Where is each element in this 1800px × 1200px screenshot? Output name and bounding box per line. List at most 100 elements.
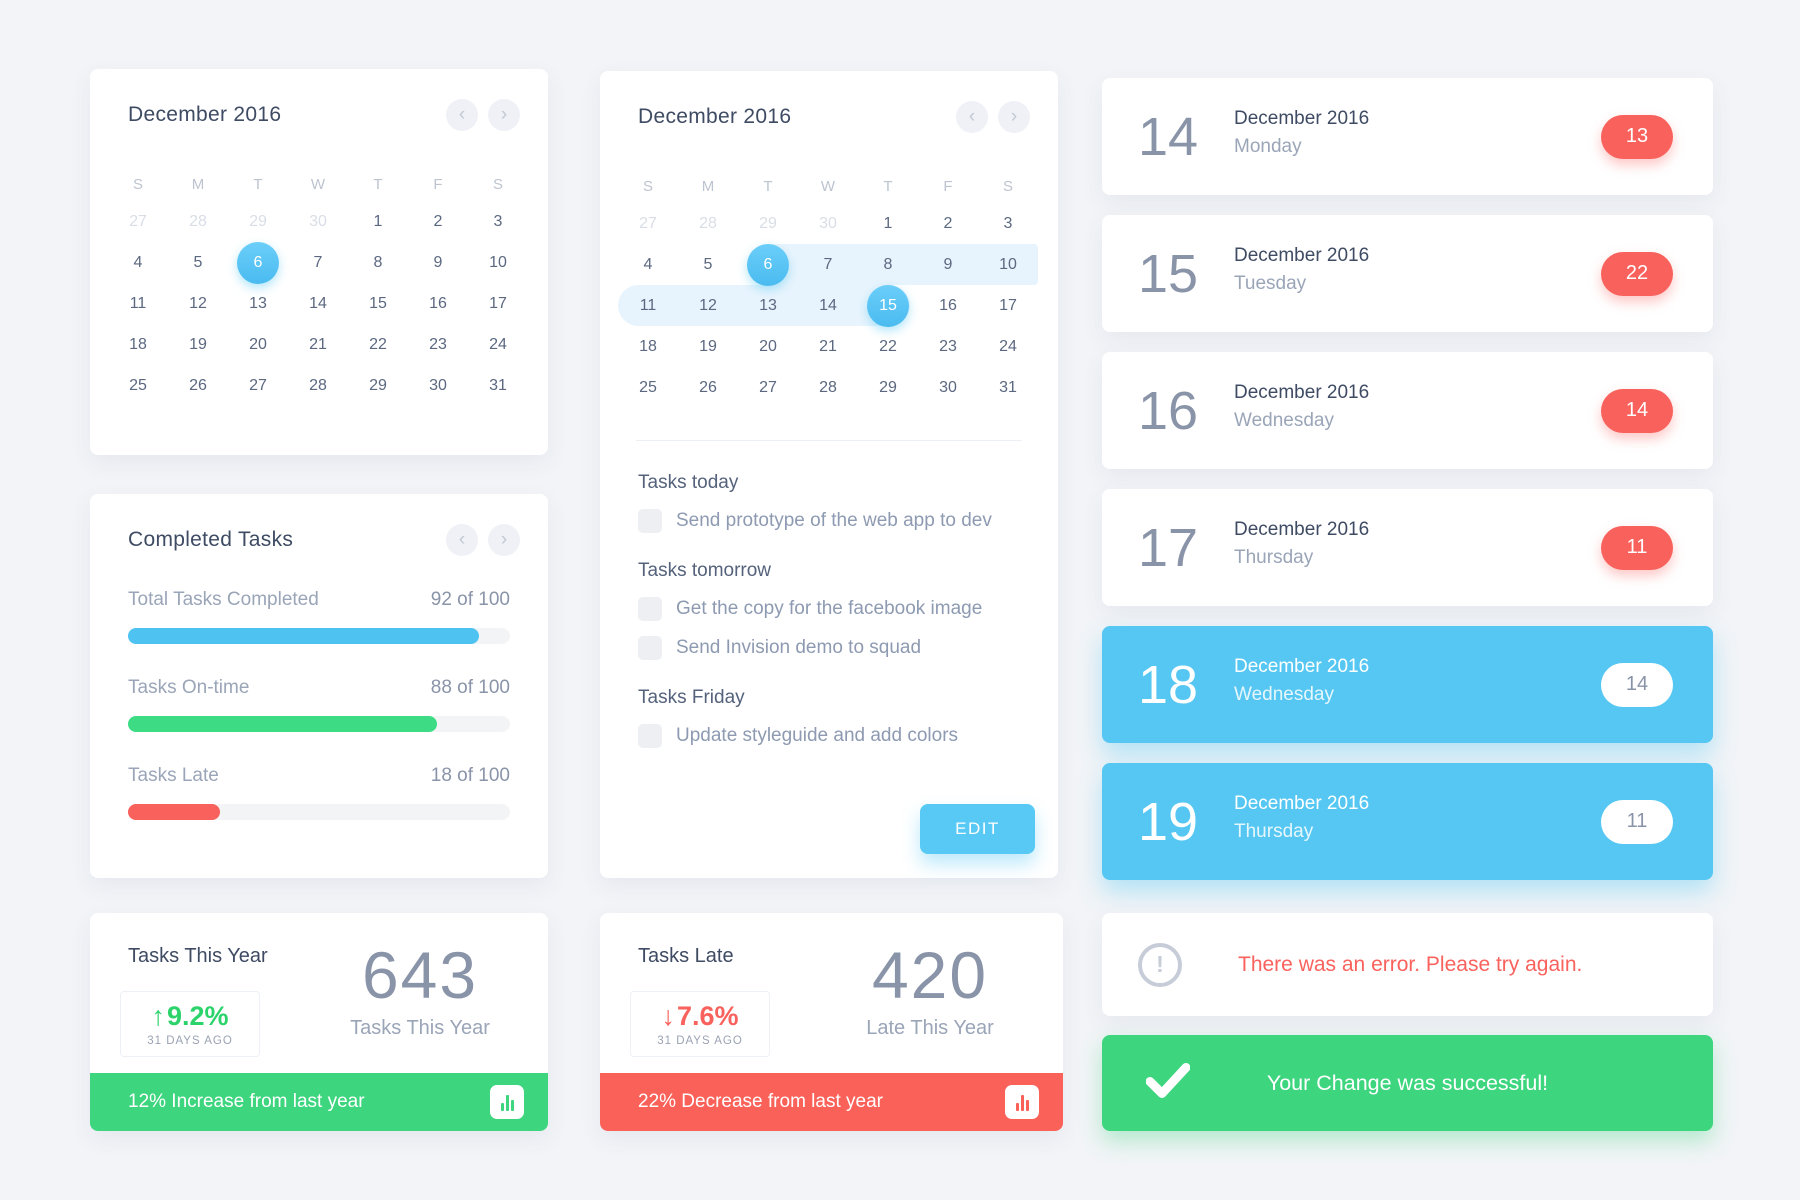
calendar-day[interactable]: 31 bbox=[489, 376, 507, 394]
calendar-day[interactable]: 17 bbox=[999, 296, 1017, 314]
calendar-day[interactable]: 21 bbox=[819, 337, 837, 355]
calendar-day[interactable]: 23 bbox=[939, 337, 957, 355]
calendar-day[interactable]: 31 bbox=[999, 378, 1017, 396]
calendar-day[interactable]: 27 bbox=[639, 214, 657, 232]
calendar-day[interactable]: 23 bbox=[429, 335, 447, 353]
task-checkbox[interactable] bbox=[638, 724, 662, 748]
calendar-day[interactable]: 27 bbox=[129, 212, 147, 230]
prev-button[interactable]: ‹ bbox=[446, 524, 478, 556]
calendar-day[interactable]: 8 bbox=[373, 253, 383, 271]
progress-value: 18 of 100 bbox=[430, 765, 510, 786]
delta-ago: 31 DAYS AGO bbox=[147, 1035, 233, 1047]
error-alert: ! There was an error. Please try again. bbox=[1102, 913, 1713, 1016]
weekday-header: T bbox=[373, 176, 383, 193]
completed-tasks-title: Completed Tasks bbox=[128, 528, 294, 551]
delta-percent: 7.6% bbox=[676, 1001, 739, 1031]
calendar-day[interactable]: 25 bbox=[639, 378, 657, 396]
calendar-day[interactable]: 13 bbox=[759, 296, 777, 314]
calendar-day[interactable]: 28 bbox=[309, 376, 327, 394]
delta-box: ↓ 7.6% 31 DAYS AGO bbox=[630, 991, 770, 1057]
next-button[interactable]: › bbox=[488, 524, 520, 556]
calendar-day[interactable]: 12 bbox=[699, 296, 717, 314]
calendar-day[interactable]: 10 bbox=[999, 255, 1017, 273]
calendar-day[interactable]: 9 bbox=[943, 255, 953, 273]
calendar-day[interactable]: 3 bbox=[493, 212, 503, 230]
calendar-day[interactable]: 24 bbox=[489, 335, 507, 353]
calendar-day[interactable]: 7 bbox=[313, 253, 323, 271]
calendar-day[interactable]: 21 bbox=[309, 335, 327, 353]
calendar-day[interactable]: 12 bbox=[189, 294, 207, 312]
calendar-day[interactable]: 19 bbox=[189, 335, 207, 353]
calendar-day[interactable]: 10 bbox=[489, 253, 507, 271]
calendar-day[interactable]: 22 bbox=[369, 335, 387, 353]
calendar-day[interactable]: 16 bbox=[939, 296, 957, 314]
calendar-prev-button[interactable]: ‹ bbox=[446, 99, 478, 131]
day-card[interactable]: 14 December 2016 Monday 13 bbox=[1102, 78, 1713, 195]
calendar-day[interactable]: 1 bbox=[373, 212, 383, 230]
calendar-prev-button[interactable]: ‹ bbox=[956, 101, 988, 133]
calendar-day[interactable]: 29 bbox=[879, 378, 897, 396]
day-card[interactable]: 16 December 2016 Wednesday 14 bbox=[1102, 352, 1713, 469]
calendar-day[interactable]: 1 bbox=[883, 214, 893, 232]
calendar-day[interactable]: 25 bbox=[129, 376, 147, 394]
calendar-day[interactable]: 11 bbox=[639, 296, 657, 314]
calendar-day[interactable]: 28 bbox=[189, 212, 207, 230]
calendar-day[interactable]: 9 bbox=[433, 253, 443, 271]
calendar-day[interactable]: 24 bbox=[999, 337, 1017, 355]
calendar-day[interactable]: 26 bbox=[189, 376, 207, 394]
task-checkbox[interactable] bbox=[638, 509, 662, 533]
calendar-day[interactable]: 8 bbox=[883, 255, 893, 273]
stat-card-tasks-late: Tasks Late ↓ 7.6% 31 DAYS AGO 420 Late Th… bbox=[600, 913, 1063, 1131]
calendar-day[interactable]: 19 bbox=[699, 337, 717, 355]
edit-button[interactable]: EDIT bbox=[920, 804, 1035, 854]
day-card-highlighted[interactable]: 19 December 2016 Thursday 11 bbox=[1102, 763, 1713, 880]
calendar-day[interactable]: 29 bbox=[369, 376, 387, 394]
calendar-day[interactable]: 30 bbox=[429, 376, 447, 394]
calendar-day[interactable]: 2 bbox=[433, 212, 443, 230]
calendar-day[interactable]: 14 bbox=[309, 294, 327, 312]
calendar-day[interactable]: 17 bbox=[489, 294, 507, 312]
calendar-day-selected[interactable]: 6 bbox=[738, 243, 798, 286]
calendar-day[interactable]: 18 bbox=[639, 337, 657, 355]
calendar-day[interactable]: 7 bbox=[823, 255, 833, 273]
calendar-day[interactable]: 4 bbox=[643, 255, 653, 273]
calendar-day[interactable]: 28 bbox=[819, 378, 837, 396]
calendar-day[interactable]: 27 bbox=[249, 376, 267, 394]
stat-big-value: 420 bbox=[871, 938, 989, 1012]
calendar-day[interactable]: 29 bbox=[249, 212, 267, 230]
calendar-day[interactable]: 5 bbox=[193, 253, 203, 271]
delta-box: ↑ 9.2% 31 DAYS AGO bbox=[120, 991, 260, 1057]
calendar-day[interactable]: 22 bbox=[879, 337, 897, 355]
day-card[interactable]: 17 December 2016 Thursday 11 bbox=[1102, 489, 1713, 606]
calendar-day[interactable]: 20 bbox=[759, 337, 777, 355]
calendar-day[interactable]: 16 bbox=[429, 294, 447, 312]
day-card-highlighted[interactable]: 18 December 2016 Wednesday 14 bbox=[1102, 626, 1713, 743]
calendar-day[interactable]: 30 bbox=[819, 214, 837, 232]
calendar-day[interactable]: 15 bbox=[369, 294, 387, 312]
calendar-day[interactable]: 28 bbox=[699, 214, 717, 232]
calendar-day[interactable]: 29 bbox=[759, 214, 777, 232]
calendar-day-selected[interactable]: 15 bbox=[858, 284, 918, 327]
calendar-day[interactable]: 30 bbox=[309, 212, 327, 230]
task-checkbox[interactable] bbox=[638, 597, 662, 621]
calendar-day[interactable]: 2 bbox=[943, 214, 953, 232]
calendar-day[interactable]: 11 bbox=[129, 294, 147, 312]
calendar-day[interactable]: 20 bbox=[249, 335, 267, 353]
calendar-next-button[interactable]: › bbox=[998, 101, 1030, 133]
calendar-day[interactable]: 13 bbox=[249, 294, 267, 312]
task-checkbox[interactable] bbox=[638, 636, 662, 660]
calendar-next-button[interactable]: › bbox=[488, 99, 520, 131]
calendar-day[interactable]: 27 bbox=[759, 378, 777, 396]
task-item: Send Invision demo to squad bbox=[638, 636, 1028, 660]
calendar-day-selected[interactable]: 6 bbox=[228, 241, 288, 284]
calendar-day[interactable]: 14 bbox=[819, 296, 837, 314]
progress-fill bbox=[128, 628, 480, 644]
calendar-day[interactable]: 18 bbox=[129, 335, 147, 353]
calendar-day[interactable]: 3 bbox=[1003, 214, 1013, 232]
calendar-day[interactable]: 30 bbox=[939, 378, 957, 396]
day-card[interactable]: 15 December 2016 Tuesday 22 bbox=[1102, 215, 1713, 332]
calendar-day[interactable]: 5 bbox=[703, 255, 713, 273]
calendar-day[interactable]: 4 bbox=[133, 253, 143, 271]
calendar-day[interactable]: 26 bbox=[699, 378, 717, 396]
